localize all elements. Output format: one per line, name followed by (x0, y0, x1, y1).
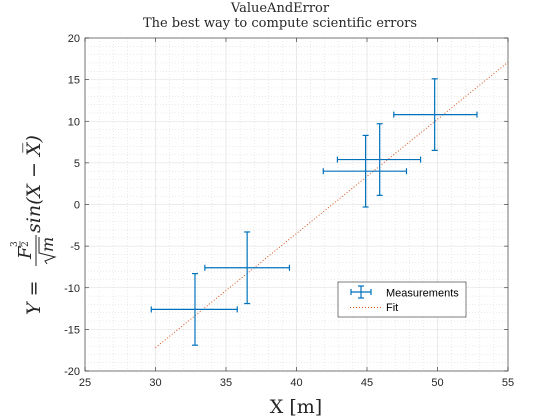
errorbar-layer (150, 78, 478, 346)
y-tick-label: 0 (74, 200, 80, 212)
x-tick-label: 55 (502, 377, 514, 389)
chart-title: ValueAndError (230, 1, 330, 16)
y-label-rhs: sin(X − X̅) (23, 135, 45, 233)
y-label-sqrt-sign (38, 237, 57, 265)
y-tick-label: 5 (74, 158, 80, 170)
errorbar-point (393, 78, 478, 151)
x-tick-label: 35 (220, 377, 232, 389)
legend: Measurements Fit (337, 281, 467, 318)
y-label-numerator: F (15, 245, 36, 260)
y-tick-labels: -20 -15 -10 -5 0 5 10 15 20 (64, 33, 508, 378)
y-tick-label: 15 (68, 75, 80, 87)
errorbar-point (150, 272, 238, 346)
y-label-exp-denominator: 2 (21, 241, 31, 247)
y-tick-label: 20 (68, 33, 80, 45)
errorbar-point (336, 123, 422, 196)
errorbar-point (204, 231, 291, 305)
x-tick-labels: 25 30 35 40 45 50 55 (79, 38, 514, 389)
y-label-lhs: Y = (23, 280, 45, 315)
fit-line (155, 61, 509, 349)
y-tick-label: -20 (64, 366, 80, 378)
legend-label-fit: Fit (386, 302, 398, 314)
y-tick-label: 10 (68, 116, 80, 128)
legend-box (337, 281, 467, 318)
x-tick-label: 40 (290, 377, 302, 389)
legend-label-measurements: Measurements (386, 288, 459, 300)
y-tick-label: -10 (64, 283, 80, 295)
chart-subtitle: The best way to compute scientific error… (143, 16, 417, 31)
errorbar-point (322, 134, 408, 208)
x-tick-label: 50 (431, 377, 443, 389)
y-tick-label: -5 (70, 241, 80, 253)
x-axis-label: X [m] (270, 396, 322, 418)
y-label-radicand: m (38, 237, 57, 252)
y-label-exp-numerator: 3 (10, 241, 20, 247)
x-tick-label: 45 (361, 377, 373, 389)
x-tick-label: 30 (149, 377, 161, 389)
fit-layer (155, 61, 509, 349)
y-axis-label: Y = F 3 2 m sin(X − X̅) (10, 135, 57, 315)
legend-errorbar-icon (350, 285, 372, 299)
y-tick-label: -15 (64, 324, 80, 336)
x-tick-label: 25 (79, 377, 91, 389)
